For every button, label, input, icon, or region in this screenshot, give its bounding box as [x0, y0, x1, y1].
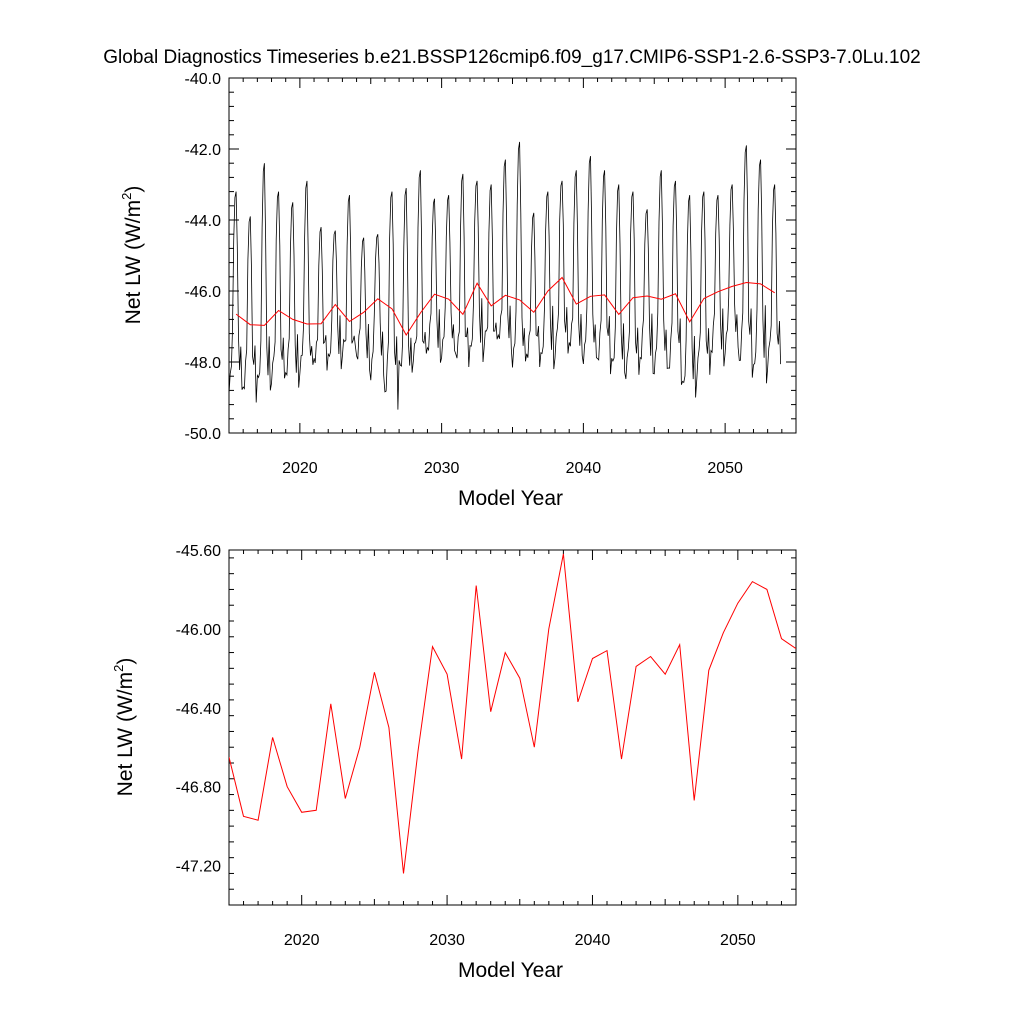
y-tick-label: -40.0 — [185, 71, 222, 88]
x-axis-title: Model Year — [458, 487, 563, 510]
y-tick-label: -46.00 — [176, 622, 221, 639]
y-tick-label: -47.20 — [176, 859, 221, 876]
y-tick-label: -50.0 — [185, 426, 222, 443]
y-tick-label: -46.80 — [176, 780, 221, 797]
y-tick-label: -48.0 — [185, 355, 222, 372]
x-tick-label: 2040 — [566, 460, 602, 477]
x-tick-label: 2020 — [282, 460, 318, 477]
y-tick-label: -46.40 — [176, 701, 221, 718]
y-tick-label: -46.0 — [185, 284, 222, 301]
chart-title: Global Diagnostics Timeseries b.e21.BSSP… — [103, 47, 920, 68]
plot-frame — [228, 549, 797, 906]
x-tick-label: 2040 — [575, 932, 611, 949]
series-line-monthly — [229, 141, 781, 410]
bottom-panel-annual-mean: 2020 2030 2040 2050 -47.20 -46.80 -46.40 -46.00… — [111, 543, 797, 982]
top-panel-monthly-and-annual: 2020 2030 2040 2050 -50.0 -48.0 -46.0 -44.0 -42.… — [119, 71, 797, 510]
y-axis-title: Net LW (W/m2) — [119, 186, 145, 325]
y-tick-label: -44.0 — [185, 213, 222, 230]
x-tick-label: 2030 — [424, 460, 460, 477]
plot-frame — [228, 77, 797, 434]
x-tick-label: 2050 — [707, 460, 743, 477]
y-tick-label: -45.60 — [176, 543, 221, 560]
y-tick-label: -42.0 — [185, 142, 222, 159]
x-tick-label: 2020 — [284, 932, 320, 949]
x-tick-label: 2050 — [720, 932, 756, 949]
series-line-annual — [229, 553, 796, 874]
x-axis-title: Model Year — [458, 959, 563, 982]
x-tick-label: 2030 — [429, 932, 465, 949]
series-line-annual — [235, 276, 775, 336]
y-axis-title: Net LW (W/m2) — [111, 658, 137, 797]
